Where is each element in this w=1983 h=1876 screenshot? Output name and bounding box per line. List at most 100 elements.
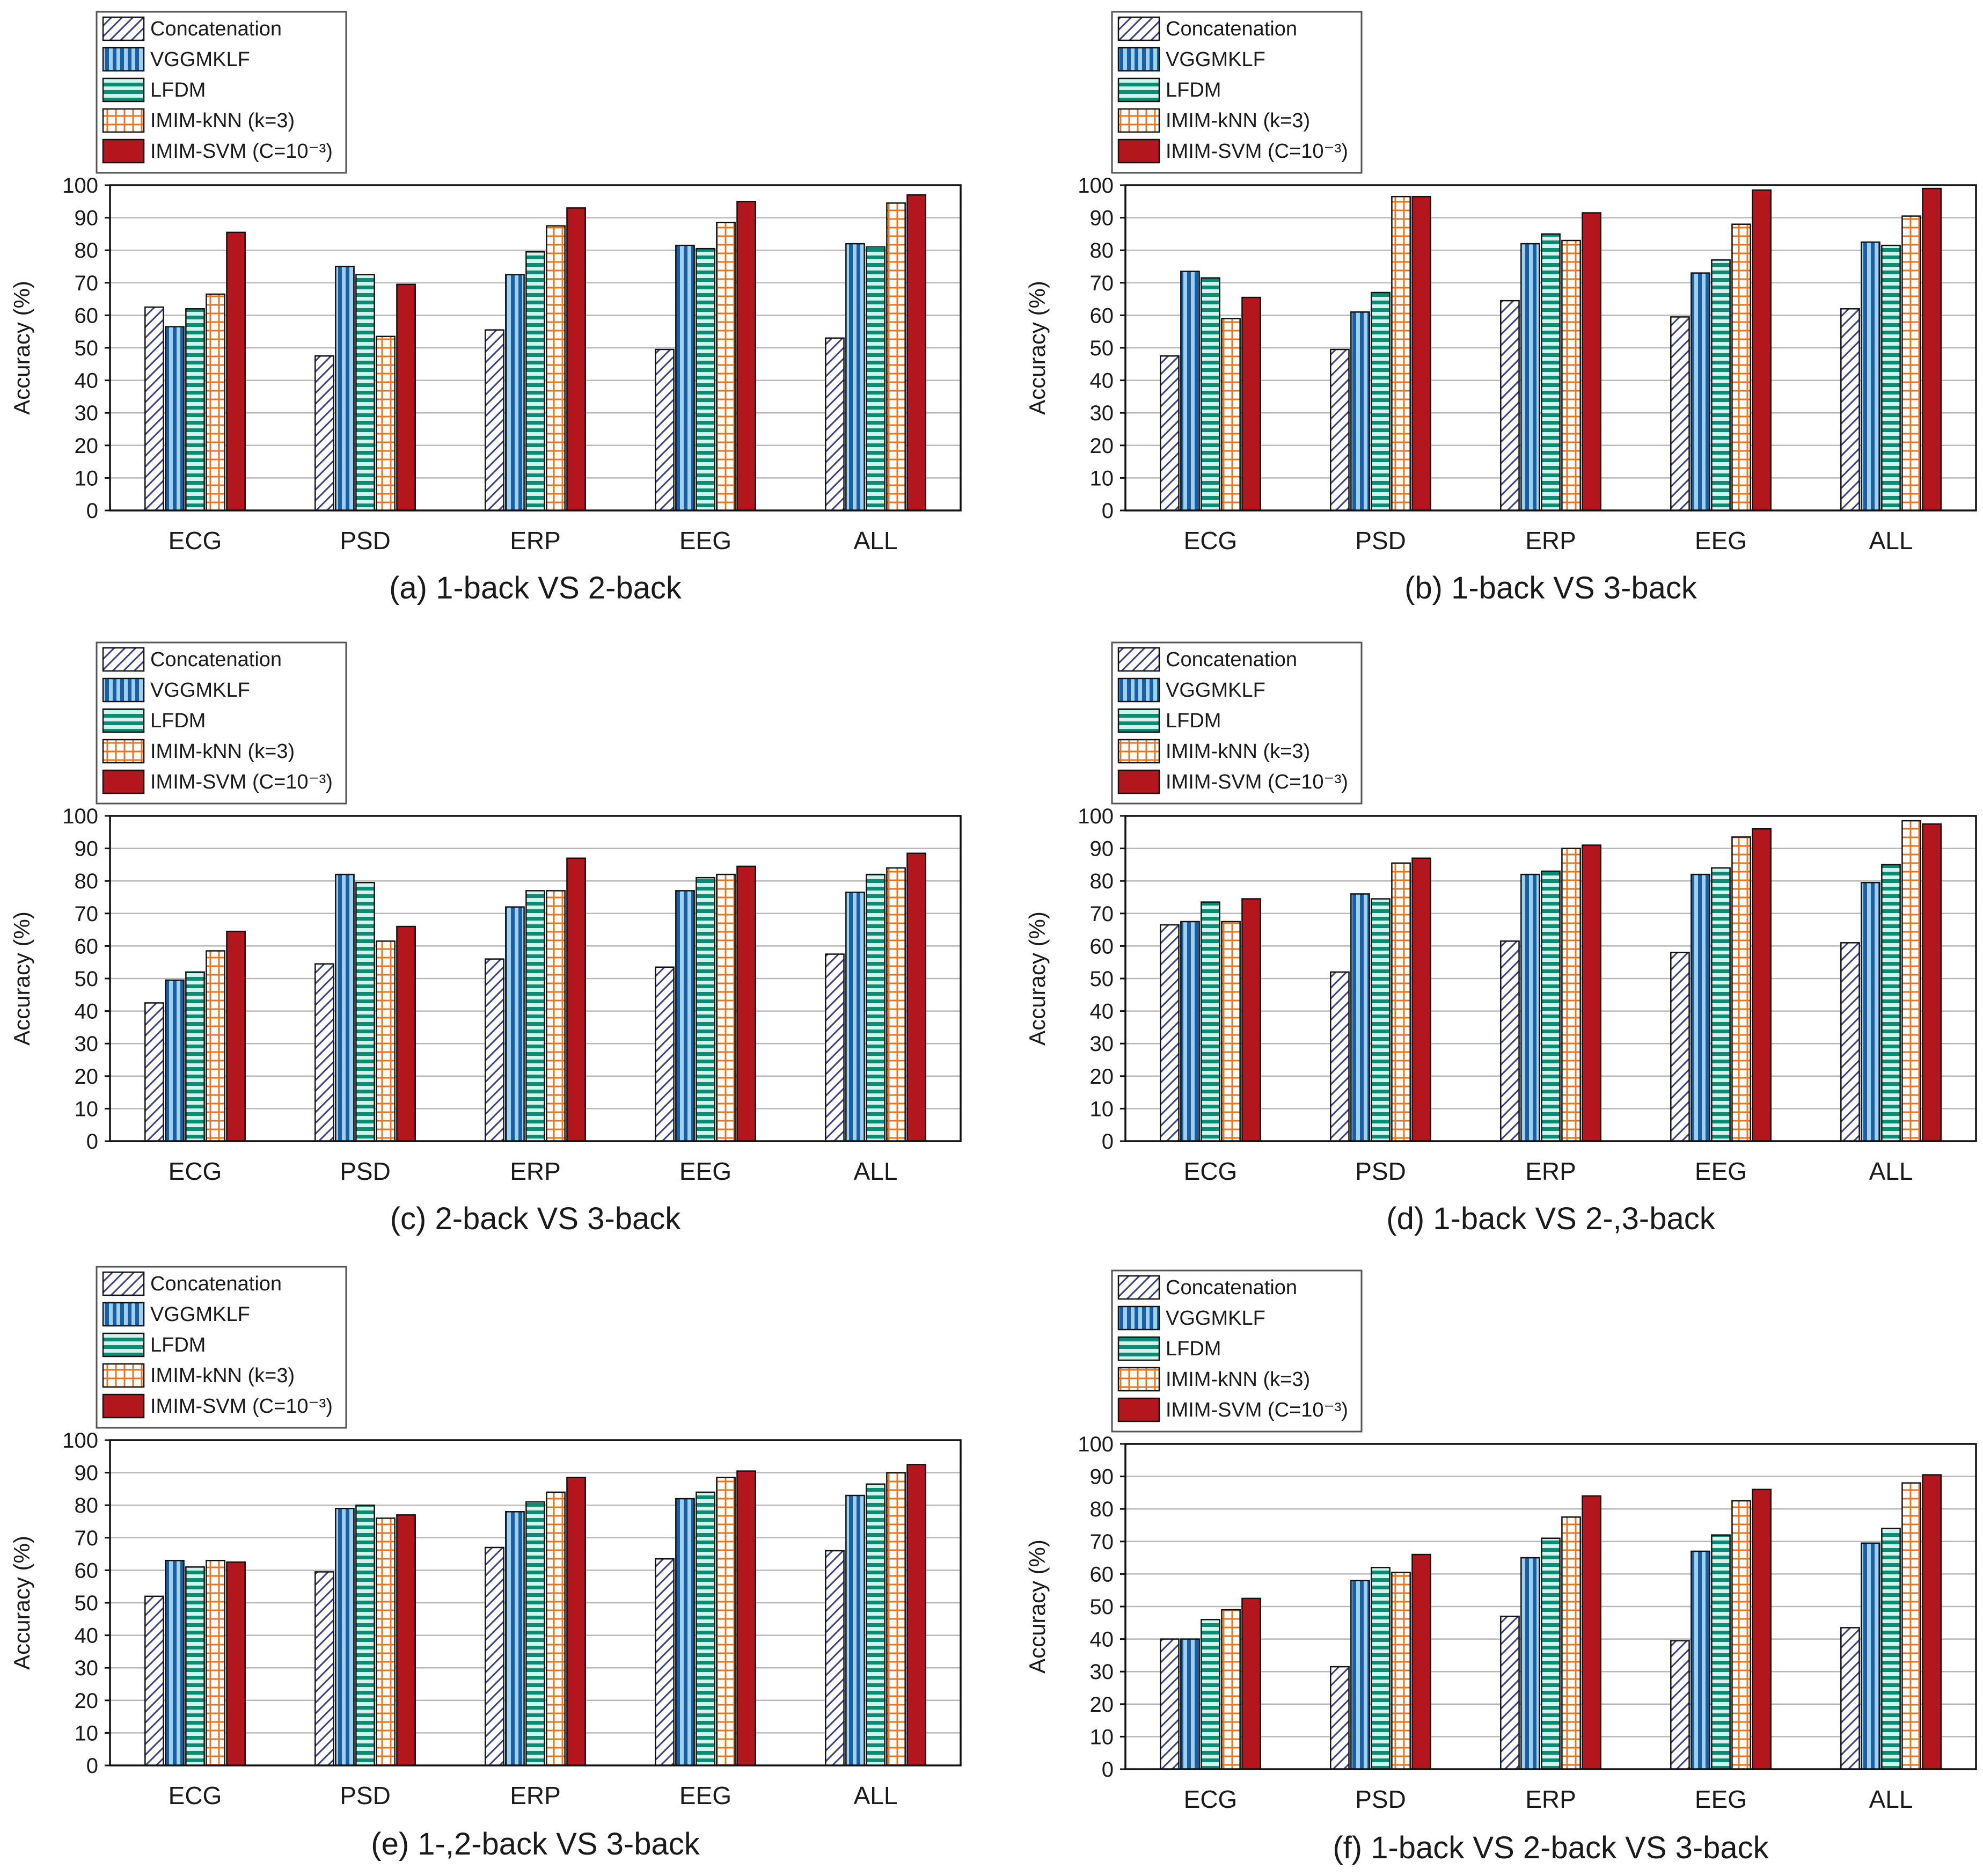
legend-label: IMIM-SVM (C=10⁻³): [150, 1395, 333, 1418]
chart-bars: [144, 194, 926, 512]
bar-imim-knn-erp: [546, 1491, 566, 1766]
legend-entry-vggmklf: VGGMKLF: [102, 47, 250, 72]
y-tick-label: 30: [75, 1656, 99, 1680]
legend-label: Concatenation: [150, 1273, 282, 1295]
x-tick-label: EEG: [679, 1157, 731, 1185]
y-tick-label: 60: [75, 1559, 99, 1582]
y-tick-label: 100: [62, 174, 98, 198]
bar-lfdm-ecg: [1201, 277, 1220, 512]
legend-entry-vggmklf: VGGMKLF: [1117, 47, 1265, 72]
bar-imim-knn-erp: [1561, 239, 1581, 512]
x-tick-label: ECG: [169, 527, 222, 554]
bar-concatenation-psd: [1330, 1666, 1350, 1770]
y-axis-label: Accuracy (%): [1025, 281, 1050, 415]
bar-imim-knn-all: [1901, 215, 1921, 512]
bar-imim-svm-all: [1922, 187, 1942, 512]
bar-concatenation-all: [1840, 1627, 1860, 1770]
plot-frame: [1124, 184, 1977, 512]
bar-lfdm-ecg: [185, 308, 205, 512]
bar-imim-svm-erp: [566, 857, 586, 1142]
plot-frame: [109, 815, 962, 1142]
bar-imim-knn-ecg: [206, 1559, 225, 1766]
bar-imim-svm-eeg: [736, 865, 756, 1142]
legend-entry-concatenation: Concatenation: [102, 16, 282, 41]
y-tick-label: 0: [1102, 1130, 1114, 1154]
bar-vggmklf-ecg: [1180, 1638, 1200, 1770]
legend-label: IMIM-kNN (k=3): [1166, 110, 1310, 132]
legend-label: IMIM-SVM (C=10⁻³): [1166, 140, 1348, 163]
legend-label: Concatenation: [150, 648, 282, 671]
bar-vggmklf-psd: [1350, 311, 1370, 512]
legend-label: VGGMKLF: [150, 48, 250, 71]
bar-concatenation-all: [825, 1550, 845, 1766]
bar-vggmklf-psd: [1350, 893, 1370, 1142]
bar-imim-svm-eeg: [736, 1470, 756, 1766]
bar-vggmklf-erp: [1520, 243, 1540, 512]
y-tick-label: 40: [75, 369, 99, 393]
bar-imim-svm-eeg: [736, 201, 756, 512]
legend-entry-imim-knn: IMIM-kNN (k=3): [1117, 1367, 1310, 1392]
y-tick-label: 50: [75, 1592, 99, 1615]
bar-lfdm-eeg: [696, 877, 715, 1142]
bar-vggmklf-ecg: [165, 1559, 185, 1766]
y-tick-label: 30: [75, 1032, 99, 1056]
x-tick-label: ECG: [1184, 1785, 1238, 1813]
legend-entry-vggmklf: VGGMKLF: [102, 1302, 250, 1327]
y-tick-label: 100: [1078, 174, 1114, 198]
x-tick-label: ERP: [1525, 1157, 1576, 1185]
bar-vggmklf-erp: [1520, 873, 1540, 1142]
bar-concatenation-psd: [314, 355, 334, 512]
y-tick-label: 20: [1090, 1693, 1114, 1717]
bar-vggmklf-eeg: [675, 244, 695, 512]
chart-axes: 0 10 20 30 40 50 60 70 80 90 100 ECG PSD ERP EEG ALL: [1078, 805, 1977, 1185]
x-tick-label: ERP: [510, 527, 561, 554]
bar-vggmklf-all: [845, 1494, 865, 1766]
legend-label: IMIM-kNN (k=3): [1166, 1368, 1310, 1391]
legend-label: Concatenation: [150, 18, 282, 40]
y-tick-label: 90: [75, 1462, 99, 1485]
x-tick-label: ALL: [1869, 1157, 1913, 1185]
bar-imim-knn-ecg: [1221, 318, 1241, 512]
y-tick-label: 80: [1090, 870, 1114, 893]
legend-entry-lfdm: LFDM: [1117, 708, 1221, 733]
bar-lfdm-eeg: [696, 247, 715, 512]
legend-label: IMIM-SVM (C=10⁻³): [150, 771, 333, 793]
legend-label: Concatenation: [1166, 1276, 1297, 1299]
legend-entry-lfdm: LFDM: [102, 708, 206, 733]
bar-concatenation-psd: [314, 1571, 334, 1766]
y-tick-label: 80: [1090, 239, 1114, 262]
bar-imim-svm-ecg: [226, 1561, 246, 1766]
legend-entry-vggmklf: VGGMKLF: [1117, 1305, 1265, 1331]
bar-vggmklf-erp: [1520, 1557, 1540, 1770]
chart-title: (e) 1-,2-back VS 3-back: [371, 1827, 700, 1862]
bar-vggmklf-ecg: [165, 979, 185, 1142]
legend-entry-concatenation: Concatenation: [102, 1271, 282, 1296]
bar-concatenation-eeg: [1670, 316, 1690, 512]
bar-lfdm-eeg: [1711, 1534, 1731, 1770]
y-tick-label: 60: [1090, 1563, 1114, 1586]
bar-vggmklf-all: [845, 243, 865, 512]
bar-imim-svm-all: [906, 1464, 926, 1766]
y-tick-label: 0: [86, 499, 98, 523]
y-tick-label: 10: [75, 1721, 99, 1745]
bar-imim-svm-erp: [566, 1477, 586, 1766]
bar-imim-knn-all: [1901, 820, 1921, 1142]
bar-lfdm-psd: [1371, 291, 1391, 512]
bar-imim-svm-psd: [1411, 857, 1431, 1142]
legend-entry-concatenation: Concatenation: [1117, 1275, 1297, 1300]
plot-frame: [1124, 815, 1977, 1142]
y-tick-label: 100: [62, 1429, 98, 1452]
bar-imim-knn-erp: [546, 890, 566, 1142]
x-tick-label: ERP: [1525, 1785, 1576, 1813]
chart-bars: [144, 852, 926, 1142]
bar-concatenation-eeg: [1670, 952, 1690, 1142]
y-tick-label: 90: [1090, 207, 1114, 230]
legend-label: VGGMKLF: [1166, 48, 1265, 71]
bar-imim-svm-erp: [566, 207, 586, 512]
y-tick-label: 90: [75, 207, 99, 230]
y-tick-label: 20: [75, 1689, 99, 1713]
x-tick-label: ECG: [1184, 527, 1238, 554]
legend: Concatenation VGGMKLF LFDM IMIM-kNN (k=3…: [1111, 11, 1363, 174]
y-tick-label: 20: [1090, 1065, 1114, 1089]
legend-label: Concatenation: [1166, 648, 1297, 671]
